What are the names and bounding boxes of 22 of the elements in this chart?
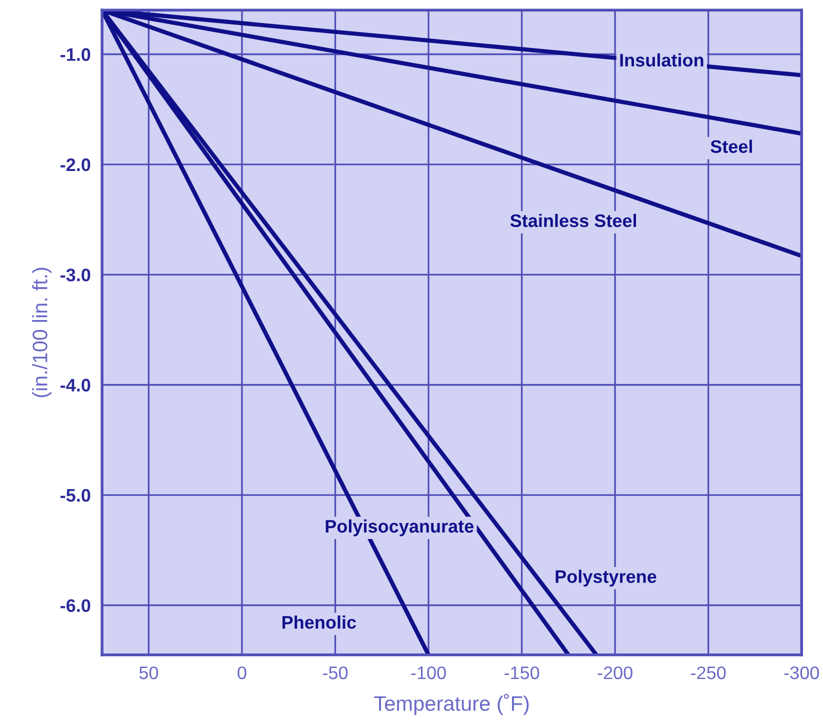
series-label: Stainless Steel: [510, 214, 636, 228]
y-tick-label: -3.0: [60, 268, 90, 282]
x-tick-label: -100: [411, 666, 446, 680]
y-axis-title: (in./100 lin. ft.): [32, 268, 52, 398]
y-tick-label: -4.0: [60, 378, 90, 392]
x-tick-label: -250: [691, 666, 726, 680]
y-tick-label: -5.0: [60, 488, 90, 502]
y-tick-label: -2.0: [60, 158, 90, 172]
x-tick-label: -200: [598, 666, 632, 680]
x-tick-label: -150: [504, 666, 540, 680]
x-tick-label: 0: [238, 666, 246, 680]
series-label: Polyisocyanurate: [326, 519, 474, 536]
x-tick-label: 50: [139, 666, 158, 680]
x-axis-title: Temperature (˚F): [374, 694, 529, 716]
series-label: Steel: [710, 140, 752, 153]
x-tick-label: -50: [322, 666, 348, 680]
y-tick-label: -1.0: [60, 48, 90, 61]
series-label: Insulation: [620, 53, 704, 67]
y-tick-label: -6.0: [60, 599, 90, 612]
text: Phenolic: [282, 615, 356, 629]
x-tick-label: -300: [784, 666, 819, 680]
series-label: Polystyrene: [556, 570, 656, 587]
